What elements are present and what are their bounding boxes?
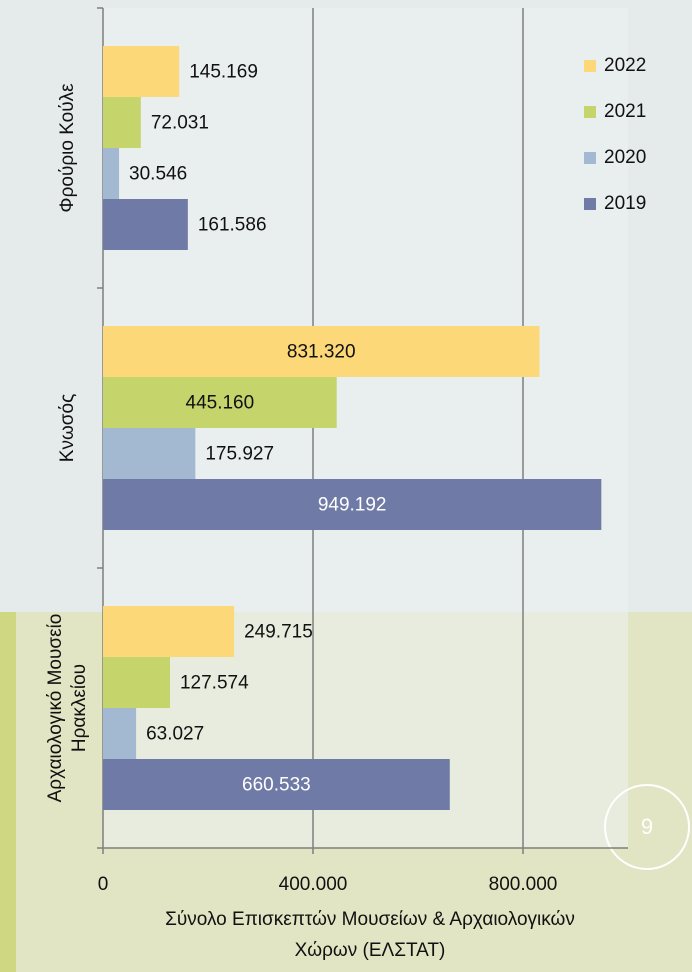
legend-label: 2019	[604, 193, 646, 214]
data-label: 445.160	[186, 393, 255, 414]
bar	[103, 97, 141, 148]
bar	[103, 479, 602, 530]
data-label: 72.031	[151, 113, 209, 134]
bar	[103, 148, 120, 199]
bar	[103, 606, 235, 657]
bar	[103, 46, 180, 97]
data-label: 949.192	[318, 495, 387, 516]
category-label: Αρχαιολογικό Μουσείο Ηρακλείου	[45, 613, 90, 803]
legend-swatch	[584, 198, 596, 210]
category-label: Κνωσός	[57, 393, 78, 463]
legend-label: 2020	[604, 147, 646, 168]
bar	[103, 428, 196, 479]
data-label: 30.546	[129, 164, 187, 185]
page-number: 9	[641, 814, 653, 839]
data-label: 63.027	[146, 724, 204, 745]
bar	[103, 326, 540, 377]
x-tick-label: 400.000	[279, 874, 348, 895]
data-label: 660.533	[242, 775, 311, 796]
bar	[103, 199, 188, 250]
data-label: 161.586	[198, 215, 267, 236]
legend-swatch	[584, 152, 596, 164]
legend-label: 2022	[604, 55, 646, 76]
legend-swatch	[584, 60, 596, 72]
data-label: 145.169	[189, 62, 258, 83]
data-label: 175.927	[205, 444, 274, 465]
x-axis-label: Σύνολο Επισκεπτών Μουσείων & Αρχαιολογικ…	[165, 909, 575, 961]
category-label: Φρούριο Κούλε	[57, 83, 78, 213]
data-label: 831.320	[287, 342, 356, 363]
data-label: 127.574	[180, 673, 249, 694]
bar	[103, 377, 337, 428]
data-label: 249.715	[244, 622, 313, 643]
legend-label: 2021	[604, 101, 646, 122]
bar	[103, 657, 170, 708]
accent-strip	[0, 612, 16, 972]
legend-swatch	[584, 106, 596, 118]
bar	[103, 708, 137, 759]
bar	[103, 759, 450, 810]
x-tick-label: 0	[98, 874, 109, 895]
page-circle	[604, 784, 690, 870]
x-tick-label: 800.000	[489, 874, 558, 895]
